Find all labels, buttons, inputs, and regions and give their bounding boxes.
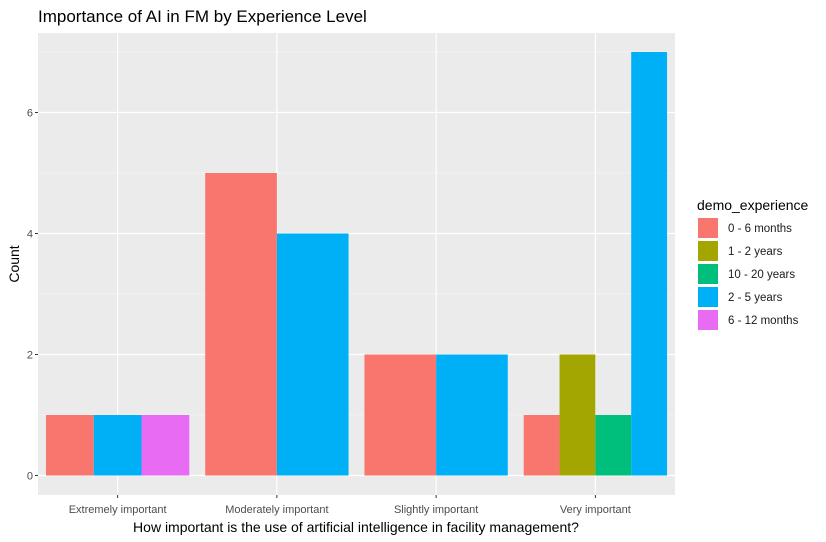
bar (45, 415, 94, 476)
legend-swatch (698, 310, 718, 330)
legend-label: 10 - 20 years (728, 269, 795, 281)
x-tick-label: Very important (560, 504, 631, 516)
bar (141, 415, 190, 476)
bar (205, 173, 277, 476)
x-axis-title: How important is the use of artificial i… (133, 519, 579, 535)
bar (436, 354, 508, 476)
bars (45, 52, 668, 476)
y-tick-label: 2 (27, 350, 33, 362)
x-tick-label: Slightly important (394, 504, 478, 516)
y-axis: 0 2 4 6 (27, 108, 38, 483)
bar (276, 233, 349, 476)
bar (631, 52, 668, 476)
legend-swatch (698, 218, 718, 238)
legend-label: 6 - 12 months (728, 315, 799, 327)
chart-title: Importance of AI in FM by Experience Lev… (38, 7, 367, 26)
legend-label: 0 - 6 months (728, 223, 792, 235)
y-axis-title: Count (6, 245, 22, 282)
bar (595, 415, 632, 476)
legend-label: 1 - 2 years (728, 246, 783, 258)
bar (93, 415, 142, 476)
bar (559, 354, 596, 476)
legend-swatch (698, 287, 718, 307)
y-tick-label: 0 (27, 471, 33, 483)
y-tick-label: 4 (27, 229, 33, 241)
bar (364, 354, 437, 476)
legend: demo_experience 0 - 6 months 1 - 2 years 1… (697, 197, 809, 330)
x-tick-label: Moderately important (225, 504, 328, 516)
x-tick-label: Extremely important (69, 504, 167, 516)
legend-title: demo_experience (697, 197, 809, 213)
legend-swatch (698, 264, 718, 284)
legend-swatch (698, 241, 718, 261)
legend-label: 2 - 5 years (728, 292, 783, 304)
x-axis: Extremely important Moderately important S… (69, 495, 631, 516)
bar (523, 415, 560, 476)
y-tick-label: 6 (27, 108, 33, 120)
